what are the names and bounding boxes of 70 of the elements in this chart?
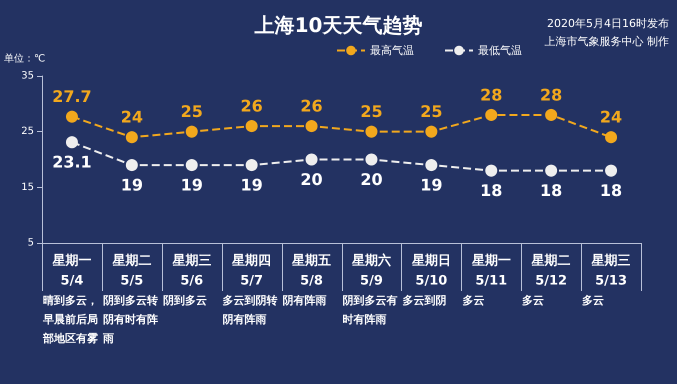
point <box>545 108 558 121</box>
data-label: 26 <box>240 96 263 116</box>
x-tick-label: 星期一 5/4 <box>51 254 92 288</box>
point <box>425 126 438 138</box>
legend-label: 最高气温 <box>370 44 414 57</box>
text: 多云到阴转阴有阵雨 <box>222 294 278 326</box>
y-axis-title: 单位：℃ <box>4 52 46 64</box>
x-tick-label: 星期二 5/12 <box>530 254 571 288</box>
text: 阴有阵雨 <box>282 294 327 307</box>
text: 多云到阴 <box>402 294 446 307</box>
point <box>365 126 378 138</box>
data-label: 23.1 <box>52 152 92 172</box>
point <box>246 159 258 172</box>
text: 晴到多云，早晨前后局部地区有雾 <box>42 294 98 345</box>
chart-title: 上海10天天气趋势 <box>254 13 422 37</box>
data-label: 28 <box>480 85 502 104</box>
point <box>306 120 318 132</box>
x-tick-label: 星期六 5/9 <box>350 252 391 288</box>
data-label: 19 <box>120 176 143 195</box>
data-label: 19 <box>180 176 203 195</box>
point <box>246 120 258 132</box>
text: 多云 <box>522 294 544 307</box>
text: 上海市气象服务中心 制作 <box>544 35 670 48</box>
x-tick-label: 星期五 5/8 <box>291 254 332 288</box>
y-tick-label: 15 <box>21 182 34 193</box>
x-tick-label: 星期二 5/5 <box>111 254 152 288</box>
data-label: 19 <box>240 176 263 195</box>
x-tick-label: 星期三 5/6 <box>171 254 212 288</box>
data-label: 20 <box>360 170 383 189</box>
data-label: 20 <box>300 170 323 189</box>
point <box>485 164 498 177</box>
point <box>425 159 438 172</box>
data-label: 18 <box>480 181 502 200</box>
point <box>365 154 378 166</box>
point <box>605 164 618 177</box>
point <box>545 164 558 177</box>
data-label: 25 <box>420 102 442 122</box>
point <box>126 159 138 172</box>
text: 阴到多云 <box>162 294 207 307</box>
data-label: 26 <box>300 96 323 116</box>
data-label: 24 <box>600 108 622 127</box>
data-label: 18 <box>540 181 562 200</box>
point <box>306 154 318 166</box>
point <box>126 131 138 144</box>
point <box>605 131 618 144</box>
point <box>66 110 78 123</box>
data-label: 27.7 <box>52 87 92 106</box>
data-label: 25 <box>360 102 383 122</box>
point <box>66 136 78 148</box>
point <box>186 159 198 172</box>
y-tick-label: 35 <box>21 70 34 82</box>
legend-label: 最低气温 <box>478 44 522 57</box>
data-label: 19 <box>420 176 442 195</box>
x-tick-label: 星期一 5/11 <box>470 254 511 288</box>
text: 2020年5月4日16时发布 <box>547 17 670 30</box>
text: 多云 <box>462 294 484 307</box>
text: 多云 <box>582 294 604 307</box>
y-tick-label: 5 <box>28 238 34 248</box>
data-label: 25 <box>180 102 203 122</box>
x-tick-label: 星期三 5/13 <box>590 254 631 288</box>
data-label: 18 <box>600 181 622 200</box>
data-label: 28 <box>540 85 562 104</box>
point <box>485 108 498 121</box>
x-tick-label: 星期四 5/7 <box>231 254 272 288</box>
x-tick-label: 星期日 5/10 <box>410 254 451 288</box>
text: 阴到多云转阴有时有阵雨 <box>102 294 158 345</box>
point <box>186 126 198 138</box>
y-tick-label: 25 <box>21 126 34 138</box>
text: 阴到多云有时有阵雨 <box>342 294 398 326</box>
data-label: 24 <box>120 108 143 127</box>
